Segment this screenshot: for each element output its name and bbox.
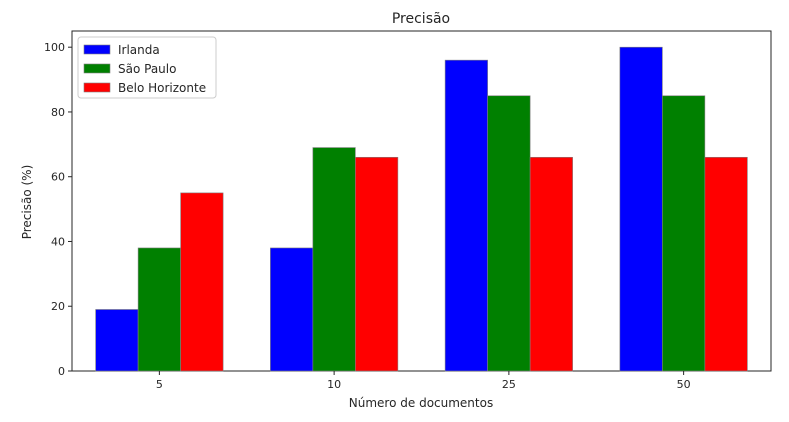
x-tick-label: 5 [156, 378, 163, 391]
bar-belo-horizonte-25 [529, 156, 573, 372]
bar-são-paulo-10 [312, 147, 356, 372]
bars [95, 46, 748, 372]
bar-belo-horizonte-5 [180, 192, 224, 372]
bar-irlanda-25 [444, 59, 488, 372]
plot-area [71, 30, 772, 372]
bar-belo-horizonte-10 [355, 156, 399, 372]
bar-irlanda-50 [619, 46, 663, 372]
legend-swatch [83, 44, 111, 55]
legend-box [77, 36, 217, 99]
x-axis-label: Número de documentos [349, 396, 493, 410]
bar-irlanda-5 [95, 309, 139, 372]
x-axis: 5 10 25 50 [156, 371, 691, 391]
x-tick-label: 10 [327, 378, 341, 391]
legend-swatch [83, 82, 111, 93]
legend: Irlanda São Paulo Belo Horizonte [77, 36, 217, 99]
x-tick-label: 50 [677, 378, 691, 391]
legend-label: Irlanda [118, 43, 160, 57]
y-tick-label: 80 [51, 106, 65, 119]
legend-label: São Paulo [118, 62, 176, 76]
bar-irlanda-10 [270, 247, 314, 372]
bar-belo-horizonte-50 [704, 156, 748, 372]
y-tick-label: 60 [51, 171, 65, 184]
legend-label: Belo Horizonte [118, 81, 206, 95]
bar-são-paulo-50 [662, 95, 706, 372]
y-axis: 0 20 40 60 80 100 [44, 41, 72, 378]
y-tick-label: 100 [44, 41, 65, 54]
bar-são-paulo-25 [487, 95, 531, 372]
plot-frame [71, 30, 772, 372]
y-axis-label: Precisão (%) [20, 165, 34, 240]
legend-swatch [83, 63, 111, 74]
x-tick-label: 25 [502, 378, 516, 391]
y-tick-label: 0 [58, 365, 65, 378]
y-tick-label: 20 [51, 300, 65, 313]
bar-são-paulo-5 [137, 247, 181, 372]
y-tick-label: 40 [51, 235, 65, 248]
chart-title: Precisão [392, 11, 450, 27]
